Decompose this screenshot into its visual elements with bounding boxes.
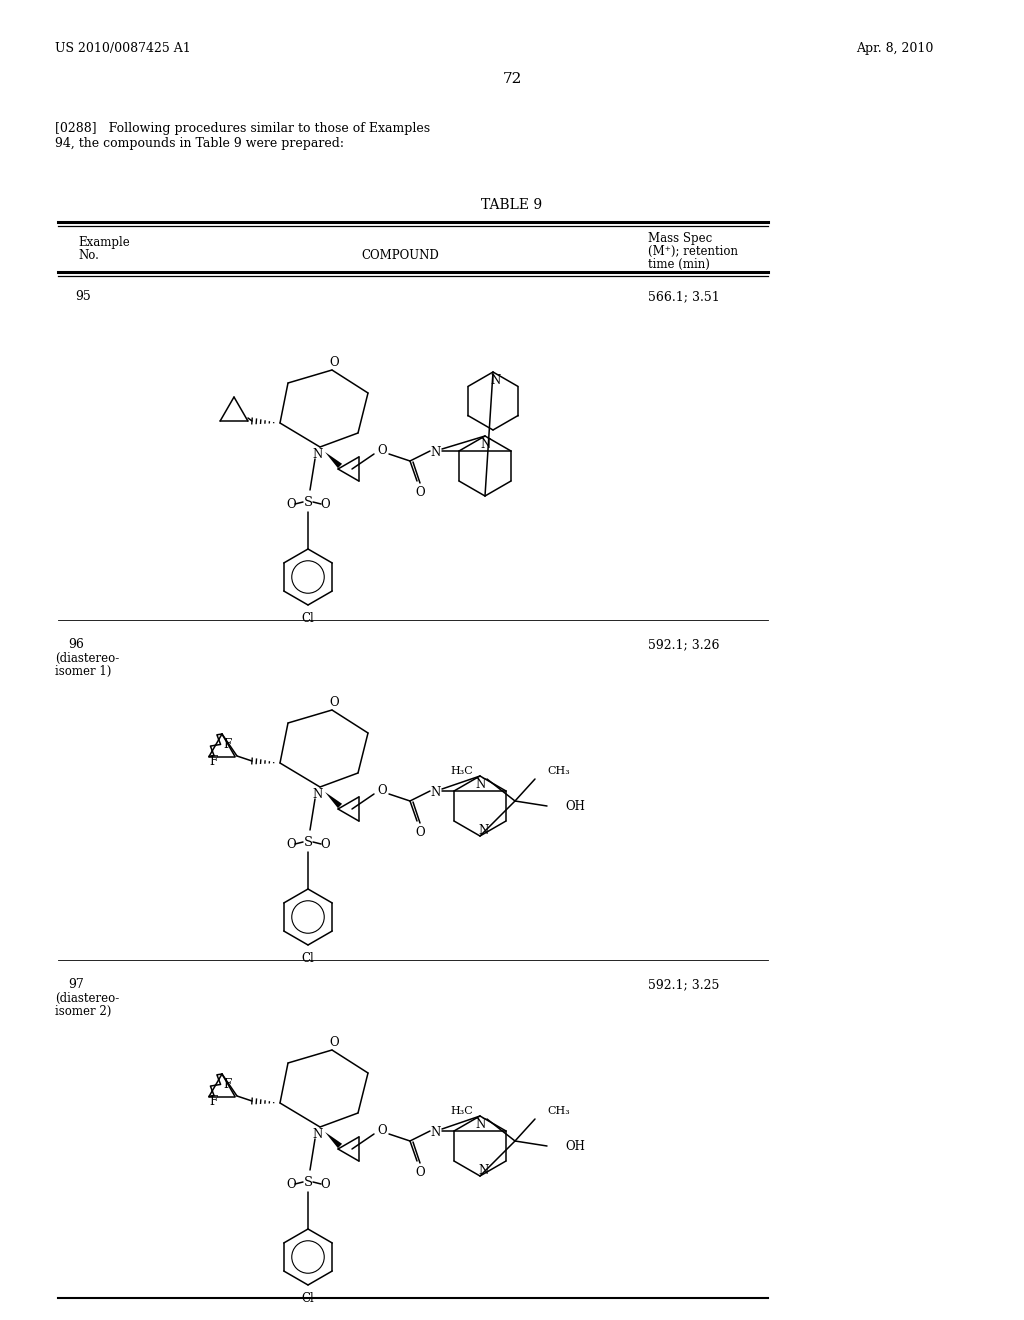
Text: (diastereo-: (diastereo- xyxy=(55,652,119,665)
Text: time (min): time (min) xyxy=(648,257,710,271)
Text: H₃C: H₃C xyxy=(451,766,473,776)
Text: [0288]   Following procedures similar to those of Examples: [0288] Following procedures similar to t… xyxy=(55,121,430,135)
Text: Example: Example xyxy=(78,236,130,249)
Text: N: N xyxy=(313,1129,324,1142)
Text: O: O xyxy=(329,696,339,709)
Text: F: F xyxy=(209,755,217,768)
Text: N: N xyxy=(313,449,324,462)
Text: N: N xyxy=(476,1118,486,1130)
Text: O: O xyxy=(286,1179,296,1192)
Text: CH₃: CH₃ xyxy=(547,766,569,776)
Text: 592.1; 3.26: 592.1; 3.26 xyxy=(648,638,720,651)
Text: Cl: Cl xyxy=(302,953,314,965)
Text: O: O xyxy=(377,445,387,458)
Text: 95: 95 xyxy=(75,290,91,304)
Text: N: N xyxy=(431,446,441,459)
Text: H₃C: H₃C xyxy=(451,1106,473,1115)
Text: N: N xyxy=(431,1126,441,1139)
Text: OH: OH xyxy=(565,800,585,813)
Text: N: N xyxy=(479,1164,489,1177)
Text: O: O xyxy=(415,825,425,838)
Text: Mass Spec: Mass Spec xyxy=(648,232,713,246)
Text: O: O xyxy=(377,784,387,797)
Text: S: S xyxy=(303,1176,312,1188)
Text: N: N xyxy=(479,825,489,837)
Text: isomer 2): isomer 2) xyxy=(55,1005,112,1018)
Text: 566.1; 3.51: 566.1; 3.51 xyxy=(648,290,720,304)
Text: 94, the compounds in Table 9 were prepared:: 94, the compounds in Table 9 were prepar… xyxy=(55,137,344,150)
Text: N: N xyxy=(431,787,441,800)
Text: COMPOUND: COMPOUND xyxy=(361,249,439,261)
Text: S: S xyxy=(303,495,312,508)
Text: O: O xyxy=(415,486,425,499)
Text: F: F xyxy=(223,1078,231,1092)
Text: OH: OH xyxy=(565,1139,585,1152)
Text: O: O xyxy=(321,1179,330,1192)
Text: 72: 72 xyxy=(503,73,521,86)
Text: N: N xyxy=(313,788,324,801)
Text: (M⁺); retention: (M⁺); retention xyxy=(648,246,738,257)
Text: Cl: Cl xyxy=(302,612,314,626)
Polygon shape xyxy=(325,792,342,808)
Text: O: O xyxy=(321,838,330,851)
Text: N: N xyxy=(476,777,486,791)
Text: F: F xyxy=(209,1096,217,1107)
Text: S: S xyxy=(303,836,312,849)
Text: O: O xyxy=(286,499,296,511)
Text: No.: No. xyxy=(78,249,99,261)
Text: O: O xyxy=(321,499,330,511)
Text: N: N xyxy=(481,437,492,450)
Polygon shape xyxy=(325,1133,342,1148)
Text: Apr. 8, 2010: Apr. 8, 2010 xyxy=(856,42,933,55)
Text: 97: 97 xyxy=(68,978,84,991)
Polygon shape xyxy=(325,451,342,469)
Text: O: O xyxy=(329,1035,339,1048)
Text: N: N xyxy=(490,374,501,387)
Text: CH₃: CH₃ xyxy=(547,1106,569,1115)
Text: 592.1; 3.25: 592.1; 3.25 xyxy=(648,978,720,991)
Text: F: F xyxy=(223,738,231,751)
Text: O: O xyxy=(415,1166,425,1179)
Text: isomer 1): isomer 1) xyxy=(55,665,112,678)
Text: O: O xyxy=(329,355,339,368)
Text: O: O xyxy=(286,838,296,851)
Text: Cl: Cl xyxy=(302,1292,314,1305)
Text: O: O xyxy=(377,1125,387,1138)
Text: 96: 96 xyxy=(68,638,84,651)
Text: (diastereo-: (diastereo- xyxy=(55,993,119,1005)
Text: US 2010/0087425 A1: US 2010/0087425 A1 xyxy=(55,42,190,55)
Text: TABLE 9: TABLE 9 xyxy=(481,198,543,213)
